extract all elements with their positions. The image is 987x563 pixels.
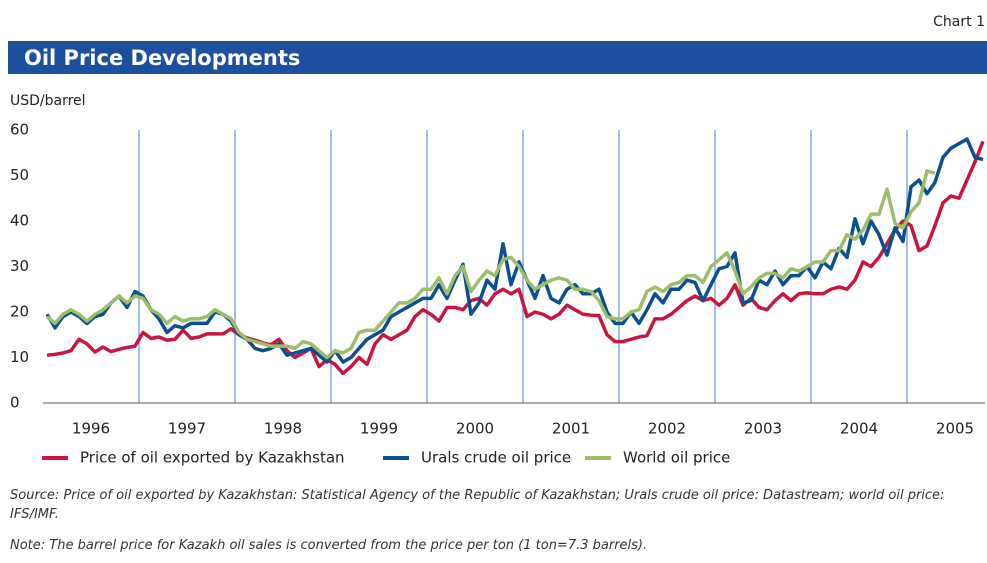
source: Source: Price of oil exported by Kazakhs…	[10, 488, 945, 522]
note: Note: The barrel price for Kazakh oil sa…	[10, 538, 648, 553]
chart-title: Oil Price Developments	[24, 46, 300, 70]
series-line	[45, 137, 984, 364]
series-line	[46, 140, 985, 376]
x-tick-label: 1997	[168, 420, 206, 438]
legend-label: Price of oil exported by Kazakhstan	[80, 449, 345, 467]
y-tick-label: 40	[10, 212, 29, 230]
series-line	[45, 169, 936, 360]
y-axis-label: USD/barrel	[10, 93, 86, 109]
x-tick-label: 2000	[456, 420, 494, 438]
y-tick-label: 10	[10, 348, 29, 366]
y-tick-label: 60	[10, 121, 29, 139]
chart-label: Chart 1	[933, 14, 985, 30]
title-bar	[8, 41, 987, 74]
x-tick-label: 1998	[264, 420, 302, 438]
x-tick-label: 1996	[72, 420, 110, 438]
legend-label: World oil price	[623, 449, 730, 467]
y-tick-label: 50	[10, 166, 29, 184]
y-tick-label: 0	[10, 394, 20, 412]
x-tick-label: 1999	[360, 420, 398, 438]
x-tick-label: 2005	[936, 420, 974, 438]
x-tick-label: 2004	[840, 420, 878, 438]
chart: Chart 1 Oil Price Developments USD/barre…	[8, 14, 987, 467]
y-tick-label: 30	[10, 257, 29, 275]
legend-label: Urals crude oil price	[421, 449, 571, 467]
x-tick-label: 2001	[552, 420, 590, 438]
y-tick-label: 20	[10, 303, 29, 321]
x-tick-label: 2002	[648, 420, 686, 438]
x-tick-label: 2003	[744, 420, 782, 438]
